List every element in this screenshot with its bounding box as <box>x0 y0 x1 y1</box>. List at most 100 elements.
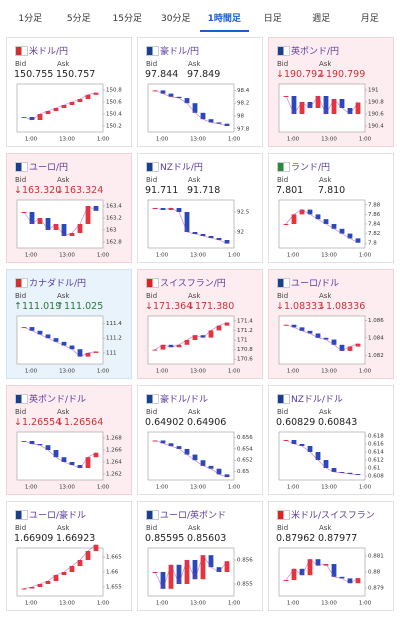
flag-icon <box>277 394 290 404</box>
x-tick-label: 1:00 <box>25 369 38 375</box>
candle <box>61 105 67 108</box>
timeframe-tab[interactable]: 30分足 <box>161 14 191 24</box>
candle <box>85 551 91 560</box>
flag-icon <box>146 394 159 404</box>
x-tick-label: 1:00 <box>156 253 169 259</box>
timeframe-tab[interactable]: 日足 <box>263 14 282 24</box>
candle <box>283 224 289 225</box>
bid-label: Bid <box>277 60 289 68</box>
candle <box>160 208 166 210</box>
candle <box>53 450 59 458</box>
rate-card: ランド/円 Bid Ask 7.801 7.810 7.8 7.82 7.84 7.86 7.88… <box>268 153 394 263</box>
plot-area <box>16 431 104 481</box>
mini-chart: 190.4 190.6 190.8 191 1:00 13:00 1:00 <box>278 83 384 143</box>
y-tick-label: 1.655 <box>106 585 122 591</box>
bid-label: Bid <box>146 60 158 68</box>
rate-card: 英ポンド/ドル Bid Ask ↓1.26554 ↓1.26564 1.262 1.264 1… <box>6 385 132 495</box>
candle <box>339 576 345 579</box>
timeframe-tab[interactable]: 1時間足 <box>200 8 249 32</box>
candle <box>37 444 43 446</box>
candle <box>307 209 313 215</box>
candle <box>299 209 305 215</box>
pair-name[interactable]: スイスフラン/円 <box>160 279 226 289</box>
candle <box>45 218 51 230</box>
candle <box>21 441 27 442</box>
candle <box>192 103 198 113</box>
candle <box>29 441 35 444</box>
pair-name[interactable]: ユーロ/ドル <box>291 279 340 289</box>
x-tick-label: 13:00 <box>59 137 75 143</box>
y-tick-label: 98.2 <box>237 101 249 107</box>
bid-value: 97.844 <box>145 69 179 80</box>
candle <box>216 468 222 475</box>
bid-value: 0.60829 <box>276 417 316 428</box>
close-line <box>154 207 228 244</box>
pair-name[interactable]: カナダドル/円 <box>29 279 87 289</box>
x-tick-label: 13:00 <box>59 369 75 375</box>
x-tick-label: 13:00 <box>190 601 206 607</box>
pair-name[interactable]: 豪ドル/ドル <box>160 395 209 405</box>
candle <box>168 93 174 97</box>
y-tick-label: 0.656 <box>237 435 253 441</box>
ask-value: 91.718 <box>187 185 221 196</box>
candle <box>216 567 222 572</box>
close-line <box>285 439 359 476</box>
rate-card: ユーロ/豪ドル Bid Ask 1.66909 1.66923 1.655 1.66 1.66… <box>6 501 132 611</box>
x-tick-label: 1:00 <box>156 601 169 607</box>
y-tick-label: 0.879 <box>368 586 384 592</box>
candle <box>355 343 361 347</box>
candle <box>176 96 182 99</box>
candle <box>331 468 337 472</box>
pair-name[interactable]: 英ポンド/ドル <box>29 395 87 405</box>
y-tick-label: 98.4 <box>237 88 250 94</box>
x-tick-label: 1:00 <box>287 253 300 259</box>
candle <box>216 238 222 240</box>
y-tick-label: 98 <box>237 114 244 120</box>
candle <box>77 560 83 566</box>
candle <box>307 559 313 576</box>
pair-name[interactable]: NZドル/ドル <box>291 395 343 405</box>
pair-name[interactable]: ユーロ/円 <box>29 163 69 173</box>
pair-name[interactable]: 米ドル/スイスフラン <box>291 511 375 521</box>
rate-card: ユーロ/ドル Bid Ask ↓1.08333 ↓1.08336 1.082 1.084 1.… <box>268 269 394 379</box>
ask-label: Ask <box>57 408 70 416</box>
rate-card: NZドル/円 Bid Ask 91.711 91.718 92 92.5 1:00 13:00 1… <box>137 153 263 263</box>
rate-card: 豪ドル/ドル Bid Ask 0.64902 0.64906 0.65 0.652 0.654… <box>137 385 263 495</box>
candle <box>200 555 206 580</box>
x-tick-label: 1:00 <box>228 601 241 607</box>
timeframe-tab[interactable]: 1分足 <box>18 14 43 24</box>
mini-chart: 162.8 163 163.2 163.4 1:00 13:00 1:00 <box>16 199 122 259</box>
pair-name[interactable]: 英ポンド/円 <box>291 47 340 57</box>
flag-icon <box>146 510 159 520</box>
timeframe-tab[interactable]: 15分足 <box>112 14 142 24</box>
ask-label: Ask <box>57 292 70 300</box>
candle <box>69 462 75 465</box>
flag-icon <box>277 162 290 172</box>
pair-name[interactable]: 米ドル/円 <box>29 47 69 57</box>
x-tick-label: 13:00 <box>59 601 75 607</box>
candle <box>224 123 230 126</box>
y-tick-label: 111.2 <box>106 336 122 342</box>
timeframe-tab[interactable]: 5分足 <box>66 14 91 24</box>
ask-value: ↓1.08336 <box>318 301 366 312</box>
pair-name[interactable]: ランド/円 <box>291 163 331 173</box>
y-tick-label: 7.8 <box>368 241 377 247</box>
close-line <box>23 92 97 121</box>
candle <box>176 208 182 212</box>
pair-name[interactable]: ユーロ/英ポンド <box>160 511 227 521</box>
x-tick-label: 1:00 <box>97 369 110 375</box>
y-tick-label: 92 <box>237 230 244 236</box>
y-tick-label: 162.8 <box>106 240 122 246</box>
ask-label: Ask <box>57 524 70 532</box>
pair-name[interactable]: ユーロ/豪ドル <box>29 511 87 521</box>
mini-chart: 0.608 0.61 0.612 0.614 0.616 0.618 1:00 13:00 1:… <box>278 431 384 491</box>
ask-value: 0.60843 <box>318 417 358 428</box>
y-tick-label: 1.266 <box>106 448 122 454</box>
timeframe-tab[interactable]: 月足 <box>360 14 379 24</box>
timeframe-tab[interactable]: 週足 <box>312 14 331 24</box>
pair-name[interactable]: NZドル/円 <box>160 163 203 173</box>
candle <box>216 122 222 124</box>
pair-name[interactable]: 豪ドル/円 <box>160 47 200 57</box>
candle <box>160 344 166 350</box>
candle <box>168 564 174 589</box>
